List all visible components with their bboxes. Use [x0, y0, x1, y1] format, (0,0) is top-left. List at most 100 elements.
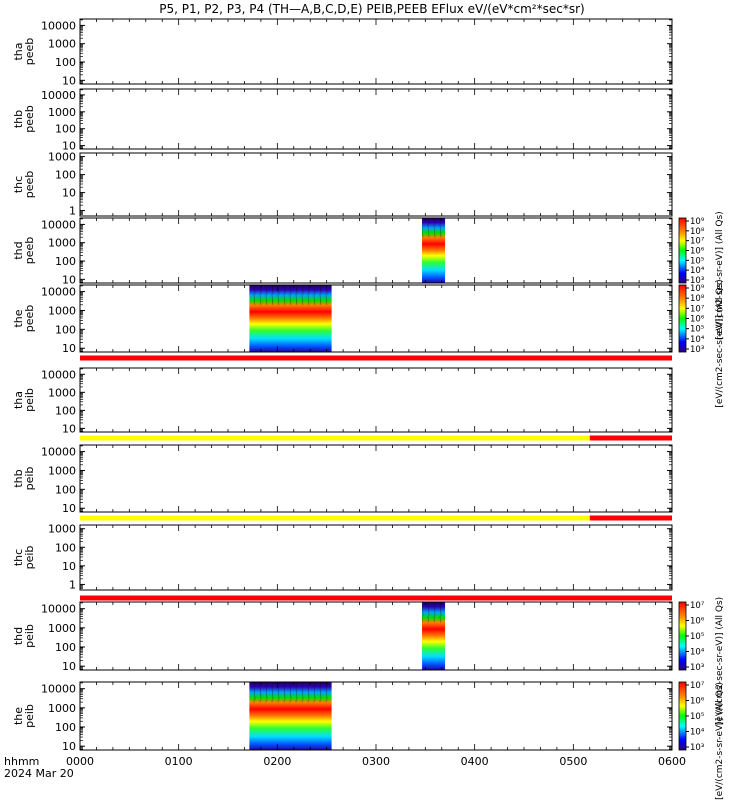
colorbar-gradient	[678, 681, 687, 751]
y-tick-label: 100	[55, 541, 76, 554]
colorbar-label: [eV/(cm2-sec-sr-eV)] (All Qs)	[715, 211, 725, 339]
colorbar-tick-label: 10⁴	[690, 728, 705, 738]
y-label-line1: thc	[12, 549, 25, 566]
y-label-line1: thb	[12, 110, 25, 128]
colorbar-label: [eV/(cm2-sec-sr-eV)] (All Qs)	[715, 279, 725, 407]
y-label-line2: peeb	[23, 105, 36, 133]
x-tick-label: 0600	[658, 755, 686, 768]
colorbar-tick-label: 10³	[690, 345, 704, 355]
y-label-line1: thb	[12, 469, 25, 487]
panel-frame	[79, 681, 673, 751]
y-tick-label: 1000	[48, 386, 76, 399]
y-tick-label: 10	[62, 273, 76, 286]
colorbar-tick-label: 10³	[690, 743, 704, 753]
y-tick-label: 10000	[41, 218, 76, 231]
y-tick-label: 10	[62, 660, 76, 673]
colorbar-label: [eV/(cm2-s-sr-eV)] (All Qs)	[715, 682, 725, 800]
colorbar-tick-label: 10⁴	[690, 335, 705, 345]
panel-frame	[79, 152, 673, 217]
y-tick-label: 10000	[41, 446, 76, 459]
colorbar-tick-label: 10⁴	[690, 648, 705, 658]
x-tick-label: 0200	[263, 755, 291, 768]
y-tick-label: 100	[55, 56, 76, 69]
y-label-line1: the	[12, 707, 25, 725]
panel-frame	[79, 88, 673, 150]
y-tick-label: 100	[55, 483, 76, 496]
y-tick-label: 1000	[48, 304, 76, 317]
colorbar-gradient	[678, 217, 687, 284]
colorbar-tick-label: 10⁵	[690, 325, 704, 335]
y-tick-label: 10000	[41, 89, 76, 102]
colorbar-tick-label: 10³	[690, 276, 704, 286]
y-tick-label: 10	[62, 740, 76, 753]
spectrogram-block-texture	[249, 682, 332, 703]
panel-frame	[79, 444, 673, 513]
panel-frame	[79, 217, 673, 284]
y-tick-label: 10	[62, 140, 76, 153]
y-tick-label: 100	[55, 169, 76, 182]
y-label-line1: thd	[12, 241, 25, 259]
y-tick-label: 1000	[48, 464, 76, 477]
colorbar-tick-label: 10⁹	[690, 217, 705, 227]
colorbar-tick-label: 10⁶	[690, 315, 705, 325]
panel-frame	[79, 601, 673, 671]
y-label-line2: peib	[23, 704, 36, 728]
y-tick-label: 10	[62, 187, 76, 200]
panel-frame	[79, 18, 673, 85]
x-tick-label: 0300	[362, 755, 390, 768]
y-tick-label: 10000	[41, 19, 76, 32]
y-tick-label: 100	[55, 721, 76, 734]
y-label-line1: thd	[12, 627, 25, 645]
x-axis: hhmm 2024 Mar 20 0000 0100 0200 0300 0400 050…	[4, 755, 686, 780]
spectrogram-block-texture	[249, 285, 332, 306]
y-label-line2: peib	[23, 388, 36, 412]
y-tick-label: 10	[62, 342, 76, 355]
quality-bar-segment	[589, 515, 672, 521]
y-tick-label: 100	[55, 123, 76, 136]
panel-frame	[79, 284, 673, 353]
x-axis-label-line1: hhmm	[4, 755, 39, 768]
y-tick-label: 1000	[48, 151, 76, 164]
y-label-line1: the	[12, 309, 25, 327]
panel-frame	[79, 524, 673, 591]
colorbar-tick-label: 10⁶	[690, 697, 705, 707]
colorbar-tick-label: 10⁵	[690, 256, 704, 266]
y-label-line2: peib	[23, 467, 36, 491]
y-label-line2: peeb	[23, 38, 36, 66]
colorbar-tick-label: 10³	[690, 663, 704, 673]
colorbar-label: [eV/(cm2-sec-sr-eV)] (All Qs)	[715, 597, 725, 725]
colorbar-tick-label: 10⁸	[690, 227, 705, 237]
colorbar: 10⁷ 10⁶ 10⁵ 10⁴ 10³ [eV/(cm2-sec-sr-eV)] (All…	[678, 597, 725, 725]
quality-bar-segment	[80, 595, 672, 601]
colorbar-tick-label: 10⁷	[690, 681, 705, 691]
colorbar: 10⁷ 10⁶ 10⁵ 10⁴ 10³ [eV/(cm2-s-sr-eV)] (All Q…	[678, 681, 725, 800]
colorbar-tick-label: 10⁶	[690, 617, 705, 627]
y-tick-label: 1000	[48, 523, 76, 536]
colorbar-tick-label: 10⁶	[690, 247, 705, 257]
colorbar-tick-label: 10⁵	[690, 712, 704, 722]
quality-bar-segment	[589, 435, 672, 441]
quality-bar-segment	[80, 515, 590, 521]
colorbar-tick-label: 10⁴	[690, 266, 705, 276]
colorbar-tick-label: 10⁷	[690, 237, 705, 247]
y-tick-label: 100	[55, 323, 76, 336]
colorbar-tick-label: 10⁵	[690, 632, 704, 642]
x-tick-label: 0000	[66, 755, 94, 768]
y-tick-label: 1000	[48, 622, 76, 635]
y-label-line2: peib	[23, 624, 36, 648]
y-label-line2: peeb	[23, 305, 36, 333]
colorbar-tick-label: 10⁹	[690, 284, 705, 294]
y-label-line1: tha	[12, 391, 25, 409]
spectrogram-block-texture	[422, 218, 446, 238]
y-label-line2: peeb	[23, 237, 36, 265]
y-tick-label: 10	[62, 560, 76, 573]
y-tick-label: 100	[55, 404, 76, 417]
y-tick-label: 10	[62, 502, 76, 515]
y-tick-label: 10	[62, 422, 76, 435]
chart-title: P5, P1, P2, P3, P4 (TH—A,B,C,D,E) PEIB,P…	[159, 2, 584, 16]
